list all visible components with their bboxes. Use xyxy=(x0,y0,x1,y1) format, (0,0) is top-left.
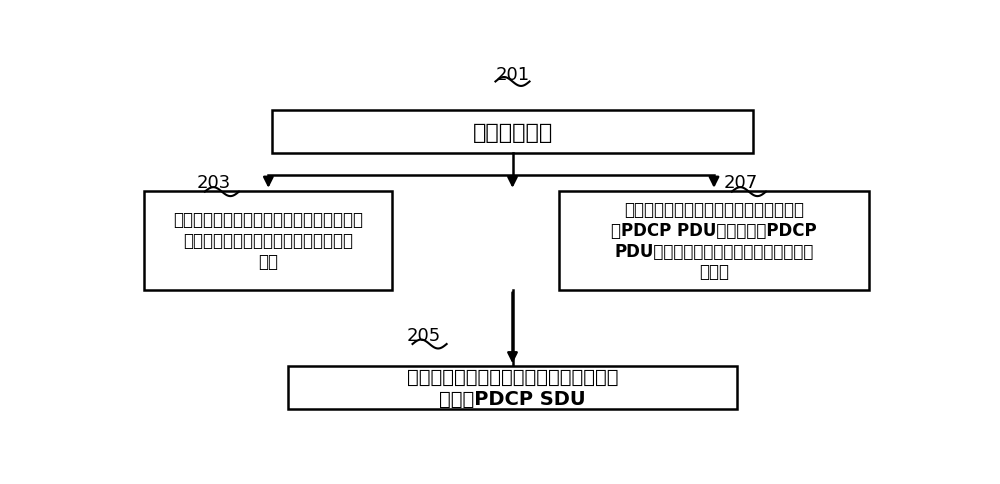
FancyBboxPatch shape xyxy=(144,191,392,290)
Text: 205: 205 xyxy=(406,327,440,345)
Text: 207: 207 xyxy=(724,174,758,192)
FancyBboxPatch shape xyxy=(272,111,753,154)
Text: 向目标节点发送下行数据的数据转发过程
对应的PDCP SDU: 向目标节点发送下行数据的数据转发过程 对应的PDCP SDU xyxy=(407,367,618,408)
FancyBboxPatch shape xyxy=(559,191,869,290)
Text: 发送配置信息: 发送配置信息 xyxy=(472,122,553,143)
FancyBboxPatch shape xyxy=(288,366,737,409)
Text: 向目标节点发送源节点分离承载对应的第
一PDCP PDU，所述第一PDCP
PDU由源节点从源节点分离承载发送至终
端设备: 向目标节点发送源节点分离承载对应的第 一PDCP PDU，所述第一PDCP PD… xyxy=(611,200,817,281)
Text: 203: 203 xyxy=(197,174,231,192)
Text: 向目标节点发送第一源节点状态转换消息，
用于向目标节点通知源节点的数据发送
状态: 向目标节点发送第一源节点状态转换消息， 用于向目标节点通知源节点的数据发送 状态 xyxy=(173,211,363,271)
Text: 201: 201 xyxy=(495,66,530,84)
